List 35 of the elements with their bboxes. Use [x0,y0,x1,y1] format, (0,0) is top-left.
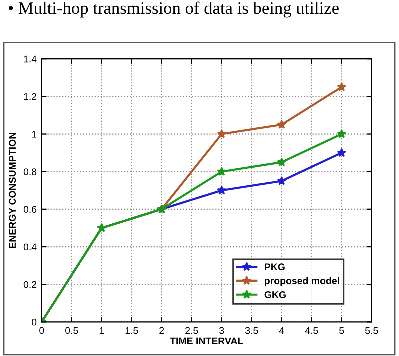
x-tick-label: 1.5 [126,327,138,334]
y-tick-label: 0.8 [24,168,37,176]
y-tick-label: 0 [32,318,37,326]
x-tick-label: 2.5 [186,327,198,334]
x-tick-label: 0.5 [66,327,78,334]
y-tick-label: 1 [32,131,37,138]
point [217,166,227,176]
y-tick-label: 0.4 [24,244,37,251]
x-tick-label: 3 [220,327,224,334]
text: • Multi-hop transmission of data is being utilize [8,2,339,18]
x-tick-label: 3.5 [245,327,258,334]
legend-label: GKG [264,291,286,298]
point [337,148,347,158]
point [217,129,227,138]
point [337,82,347,92]
x-tick-label: 2 [160,327,164,334]
x-tick-label: 4.5 [305,327,318,334]
legend-label: proposed model [265,277,340,286]
y-tick-label: 0.2 [24,281,37,288]
point [337,129,347,138]
y-tick-label: 1.2 [24,93,37,100]
legend-label: PKG [265,264,285,271]
y-axis-title: ENERGY CONSUMPTION [9,133,16,248]
x-tick-label: 1 [100,327,104,334]
point [217,186,227,195]
y-tick-label: 0.6 [24,206,37,214]
x-tick-label: 5 [340,327,344,334]
x-tick-label: 0 [40,327,44,334]
y-tick-label: 1.4 [24,56,37,63]
point [277,176,287,186]
x-axis-title: TIME INTERVAL [170,338,244,345]
x-tick-label: 4 [279,327,284,334]
point [277,158,287,167]
point [277,120,287,129]
x-tick-label: 5.5 [366,327,378,334]
